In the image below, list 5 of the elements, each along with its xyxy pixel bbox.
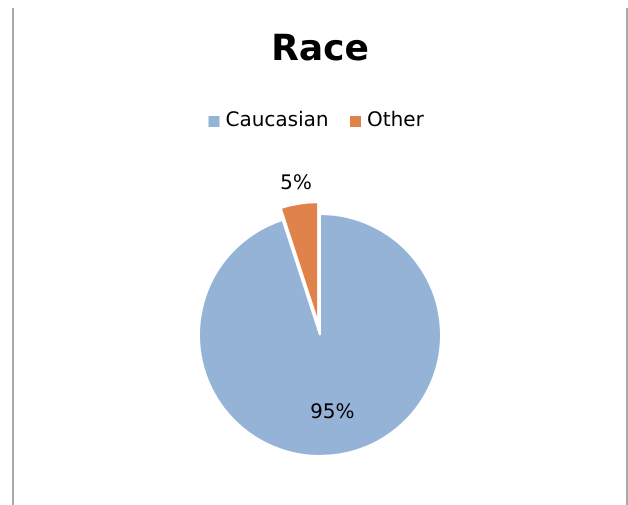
data-label: 5% (280, 170, 312, 194)
data-label: 95% (310, 399, 355, 424)
legend-label: Caucasian (226, 107, 329, 131)
chart-title: Race (271, 28, 369, 69)
legend-label: Other (367, 107, 425, 131)
